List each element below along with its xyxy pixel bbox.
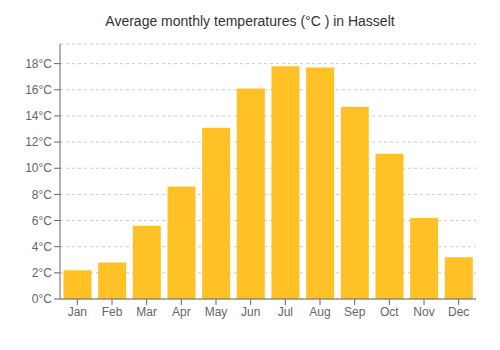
html-text:Average monthly temperatures (: Average monthly temperatures (°C ) in Ha… xyxy=(105,13,395,29)
svg-text:14°C: 14°C xyxy=(25,109,52,123)
svg-text:May: May xyxy=(205,305,228,319)
svg-text:8°C: 8°C xyxy=(32,188,52,202)
svg-text:6°C: 6°C xyxy=(32,214,52,228)
svg-text:Aug: Aug xyxy=(309,305,330,319)
svg-text:Nov: Nov xyxy=(413,305,434,319)
svg-text:16°C: 16°C xyxy=(25,83,52,97)
svg-text:Sep: Sep xyxy=(344,305,366,319)
svg-text:Feb: Feb xyxy=(102,305,123,319)
svg-text:18°C: 18°C xyxy=(25,57,52,71)
svg-text:12°C: 12°C xyxy=(25,135,52,149)
svg-text:Apr: Apr xyxy=(172,305,191,319)
svg-text:0°C: 0°C xyxy=(32,292,52,306)
svg-text:Jan: Jan xyxy=(68,305,87,319)
svg-text:4°C: 4°C xyxy=(32,240,52,254)
svg-text:Oct: Oct xyxy=(380,305,399,319)
svg-text:10°C: 10°C xyxy=(25,161,52,175)
svg-text:Jun: Jun xyxy=(241,305,260,319)
svg-text:2°C: 2°C xyxy=(32,266,52,280)
svg-text:Mar: Mar xyxy=(136,305,157,319)
svg-text:Jul: Jul xyxy=(278,305,293,319)
svg-text:Dec: Dec xyxy=(448,305,469,319)
